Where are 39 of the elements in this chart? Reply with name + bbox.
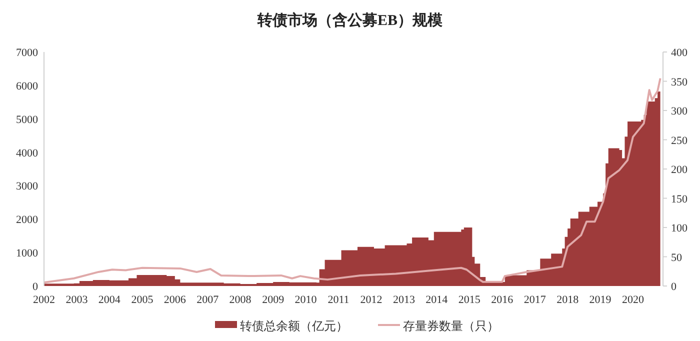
y-tick-label: 7000: [16, 47, 38, 59]
x-tick-label: 2016: [491, 294, 514, 306]
x-tick-label: 2002: [33, 294, 55, 306]
y-tick-label: 1000: [16, 248, 38, 260]
x-tick-label: 2020: [622, 294, 644, 306]
x-tick-label: 2011: [328, 294, 350, 306]
y2-tick-label: 100: [671, 222, 688, 234]
y-tick-label: 5000: [16, 114, 38, 126]
x-tick-label: 2012: [360, 294, 382, 306]
y2-tick-label: 300: [671, 106, 688, 118]
y2-tick-label: 0: [671, 281, 677, 293]
y2-tick-label: 150: [671, 193, 688, 206]
x-tick-label: 2007: [196, 294, 220, 306]
x-tick-label: 2015: [458, 294, 481, 306]
y2-tick-label: 400: [671, 47, 688, 59]
x-tick-label: 2004: [98, 294, 121, 306]
x-tick-label: 2006: [164, 294, 186, 306]
y-tick-label: 2000: [16, 214, 38, 226]
y-tick-label: 4000: [16, 147, 38, 160]
chart-title: 转债市场（含公募EB）规模: [256, 11, 444, 29]
x-tick-label: 2014: [426, 294, 448, 306]
x-tick-label: 2017: [524, 294, 546, 306]
x-tick-label: 2005: [131, 294, 154, 306]
x-tick-label: 2010: [294, 294, 318, 306]
y2-tick-label: 50: [671, 252, 682, 264]
x-tick-label: 2008: [229, 294, 252, 306]
x-tick-label: 2003: [66, 294, 88, 306]
y2-tick-label: 200: [671, 164, 688, 176]
x-tick-label: 2019: [589, 294, 612, 306]
y-tick-label: 6000: [16, 80, 38, 92]
y-tick-label: 0: [32, 281, 38, 293]
y-tick-label: 3000: [16, 180, 38, 193]
y2-tick-label: 250: [671, 134, 688, 147]
legend-label: 存量券数量（只）: [403, 319, 499, 333]
x-tick-label: 2018: [556, 294, 580, 306]
x-tick-label: 2013: [392, 294, 416, 306]
y2-tick-label: 350: [671, 76, 688, 88]
legend-label: 转债总余额（亿元）: [240, 319, 348, 333]
x-tick-label: 2009: [262, 294, 285, 306]
